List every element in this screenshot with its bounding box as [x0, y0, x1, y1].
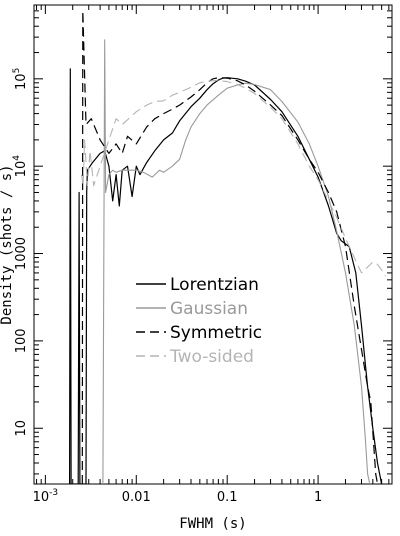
series-group [69, 10, 386, 484]
legend: Lorentzian Gaussian Symmetric Two-sided [136, 275, 262, 367]
y-axis-label: Density (shots / s) [0, 164, 15, 324]
x-tick-label-base: 0.01 [122, 490, 151, 505]
y-tick-label-base: 10 [14, 161, 29, 178]
x-tick-label-base: 0.1 [217, 490, 238, 505]
y-tick-label: 104 [12, 155, 29, 178]
y-tick-label-base: 10 [14, 73, 29, 90]
series-line-gaussian [102, 39, 371, 484]
y-tick-label-base: 100 [14, 328, 29, 353]
plot-frame [33, 4, 393, 485]
y-tick-label-base: 10 [14, 420, 29, 437]
series-line-symmetric [81, 10, 379, 484]
y-tick-label-base: 1000 [14, 237, 29, 270]
y-tick-label: 10 [14, 420, 29, 437]
x-tick-label: 10-3 [33, 488, 59, 505]
x-tick-label-base: 1 [314, 490, 322, 505]
legend-label: Gaussian [170, 299, 248, 319]
y-tick-label: 105 [12, 68, 29, 90]
y-tick-label-exponent: 4 [12, 155, 22, 161]
y-tick-label-exponent: 5 [12, 68, 22, 74]
y-tick-label: 1000 [14, 237, 29, 270]
x-tick-label-exponent: -3 [49, 488, 58, 498]
x-tick-label: 1 [314, 490, 322, 505]
x-tick-label-base: 10 [33, 490, 50, 505]
y-tick-label: 100 [14, 328, 29, 353]
series-layer [69, 10, 386, 484]
x-tick-label: 0.01 [122, 490, 151, 505]
x-tick-label: 0.1 [217, 490, 238, 505]
x-axis-label: FWHM (s) [179, 516, 246, 532]
legend-label: Two-sided [169, 347, 254, 367]
series-line-two-sided [80, 79, 386, 277]
legend-label: Symmetric [170, 323, 262, 343]
legend-label: Lorentzian [170, 275, 259, 295]
plot-frame-group [33, 4, 393, 485]
